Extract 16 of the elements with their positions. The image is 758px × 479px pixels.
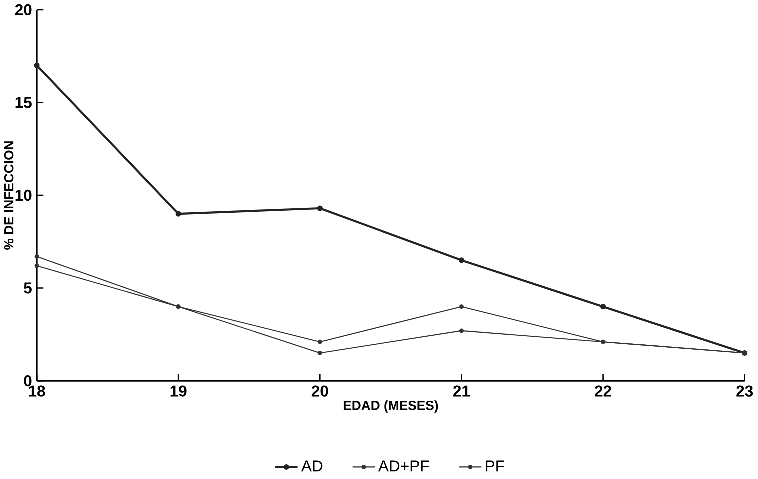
y-axis-title: % DE INFECCION — [4, 142, 14, 250]
x-tick-label: 21 — [454, 386, 470, 397]
y-tick-label: 15 — [16, 97, 32, 108]
x-tick-label: 22 — [595, 386, 612, 397]
x-axis-title: EDAD (MESES) — [344, 400, 438, 413]
legend-label: AD — [301, 460, 323, 472]
y-tick-label: 0 — [24, 376, 32, 387]
legend-label: PF — [486, 460, 504, 472]
x-tick-label: 19 — [170, 386, 187, 397]
x-tick-label: 20 — [312, 386, 328, 397]
y-tick-label: 20 — [15, 4, 32, 16]
y-tick-label: 10 — [16, 190, 32, 202]
x-tick-label: 23 — [736, 386, 754, 397]
y-tick-label: 5 — [24, 282, 32, 294]
x-tick-label: 18 — [29, 386, 46, 397]
legend-label: AD+PF — [378, 460, 430, 472]
